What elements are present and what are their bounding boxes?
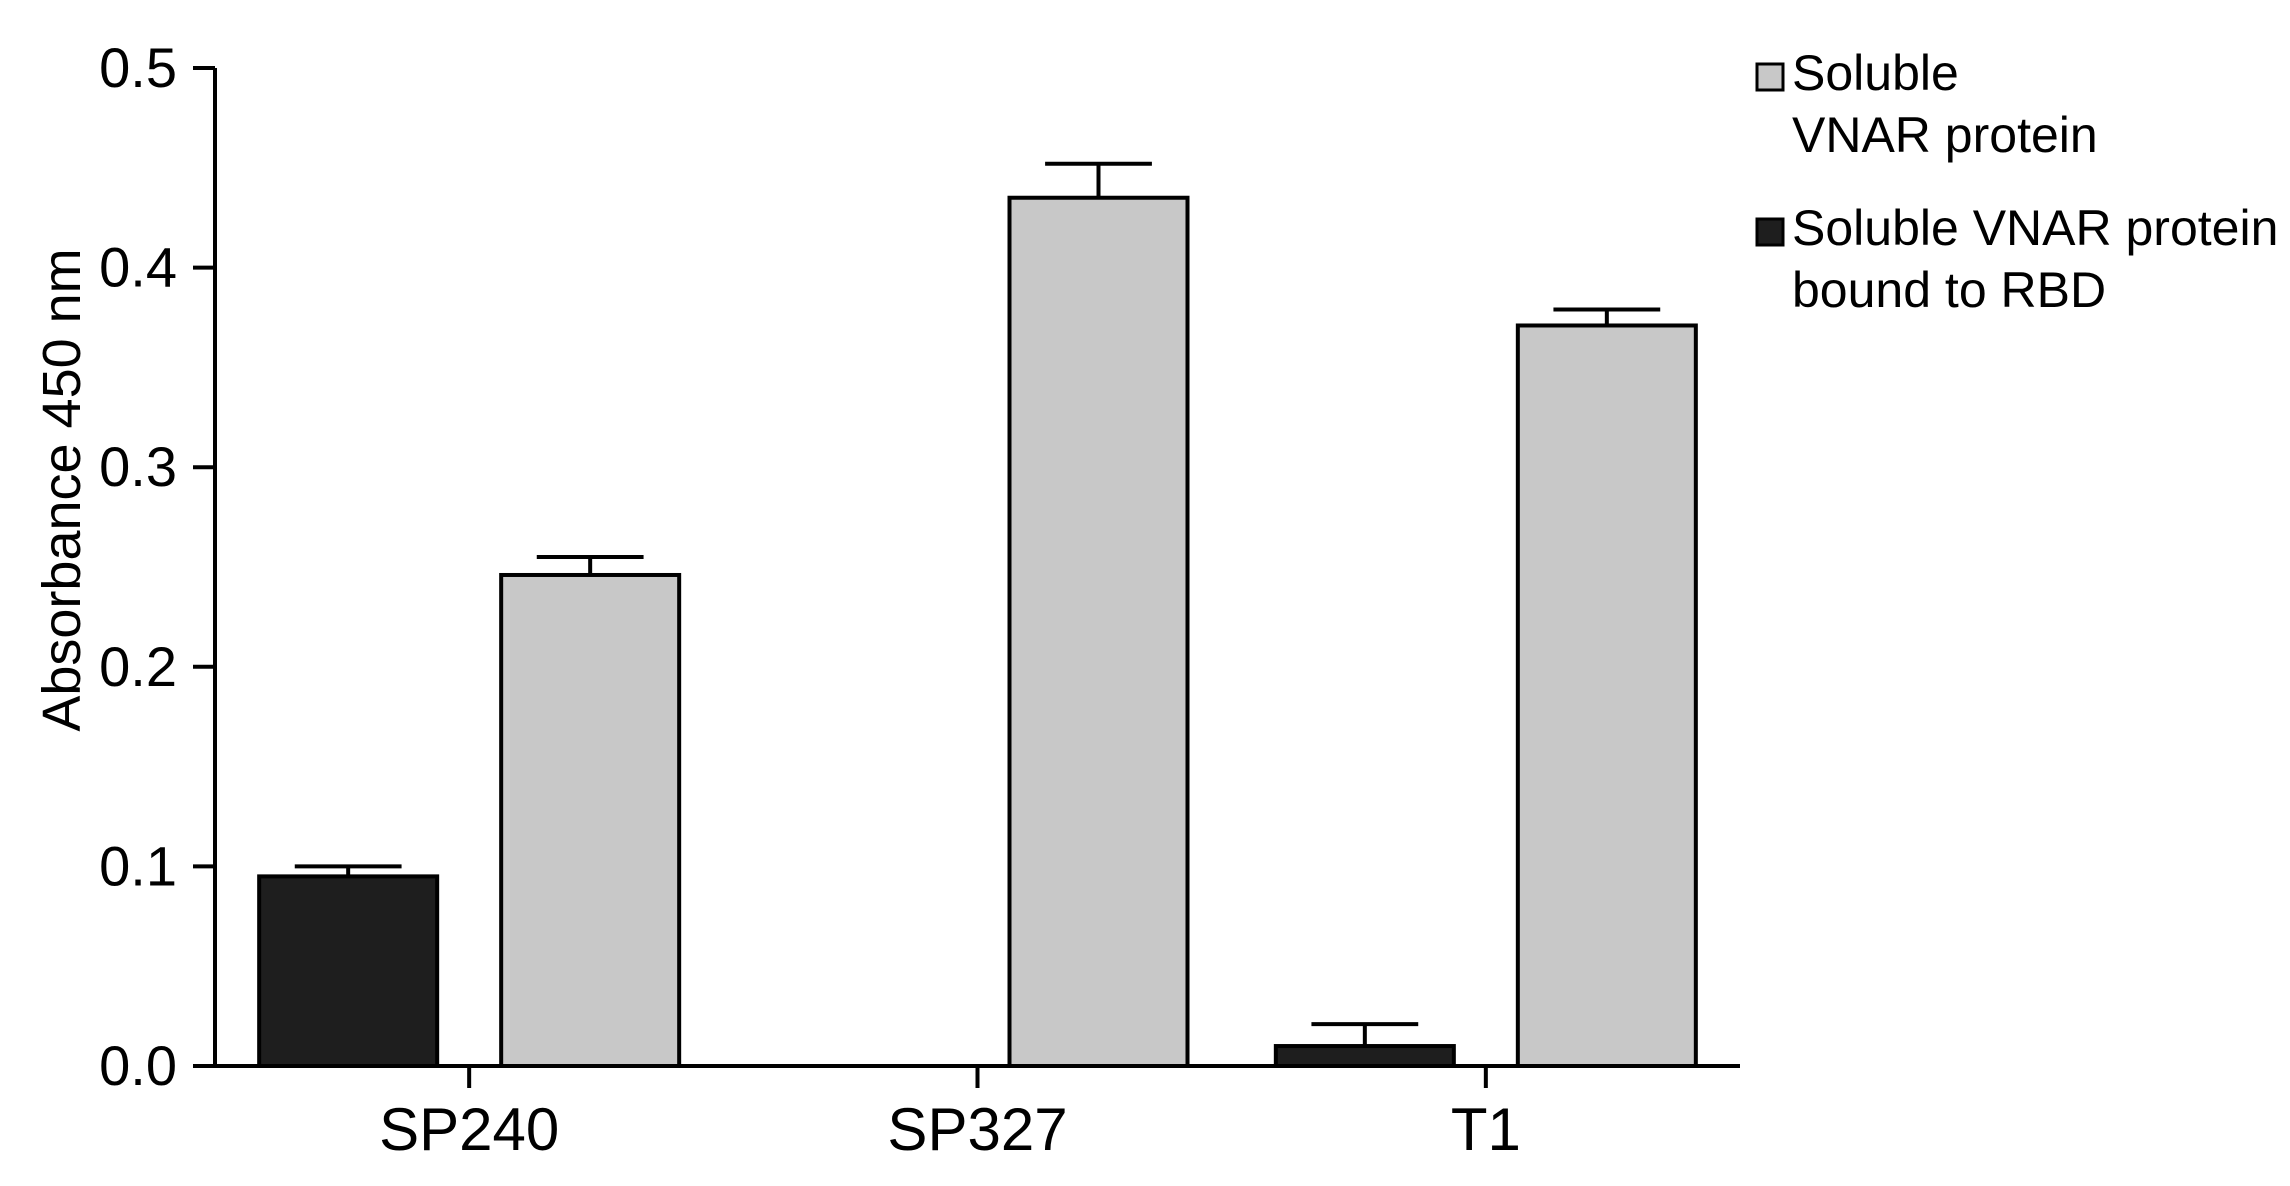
legend-swatch-0 xyxy=(1755,217,1785,247)
y-tick-label-2: 0.2 xyxy=(99,635,177,698)
legend: Soluble VNAR protein Soluble VNAR protein b… xyxy=(1755,45,2278,318)
legend-label-1-1: VNAR protein xyxy=(1792,107,2098,163)
legend-label-1-0: Soluble xyxy=(1792,45,1959,101)
bar-0-0 xyxy=(257,874,440,1068)
y-axis-label-group: Absorbance 450 nm xyxy=(32,248,92,731)
x-tick-label-0: SP240 xyxy=(379,1096,559,1163)
bar-1-2 xyxy=(1515,323,1698,1068)
y-tick-label-5: 0.5 xyxy=(99,36,177,99)
y-tick-label-1: 0.1 xyxy=(99,834,177,897)
bars xyxy=(257,161,1698,1069)
axes: 0.0 0.1 0.2 0.3 0.4 0.5 SP240 SP327 T1 xyxy=(99,36,1740,1163)
legend-label-0-1: bound to RBD xyxy=(1792,262,2106,318)
y-axis-label: Absorbance 450 nm xyxy=(32,248,92,731)
legend-label-0-0: Soluble VNAR protein xyxy=(1792,200,2278,256)
legend-swatch-1 xyxy=(1755,62,1785,92)
y-tick-label-0: 0.0 xyxy=(99,1034,177,1097)
y-tick-label-3: 0.3 xyxy=(99,435,177,498)
x-tick-label-2: T1 xyxy=(1451,1096,1521,1163)
x-tick-label-1: SP327 xyxy=(887,1096,1067,1163)
bar-1-1 xyxy=(1007,195,1190,1069)
y-tick-label-4: 0.4 xyxy=(99,236,177,299)
bar-0-2 xyxy=(1273,1044,1456,1069)
bar-1-0 xyxy=(499,572,682,1068)
